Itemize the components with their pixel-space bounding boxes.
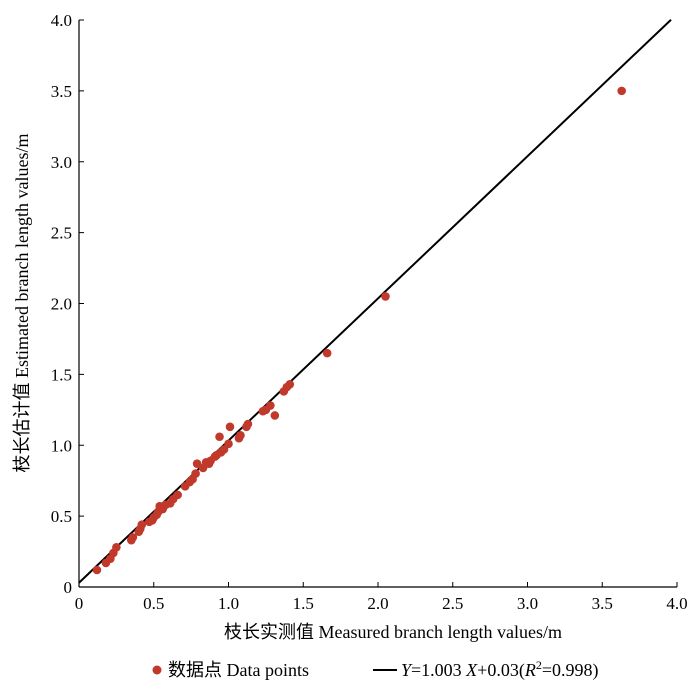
legend-line-label: Y=1.003 X+0.03(R2=0.998) <box>401 658 598 681</box>
data-point <box>243 419 253 429</box>
x-tick-label: 4.0 <box>666 594 687 613</box>
data-point <box>617 86 626 96</box>
data-point <box>112 543 121 552</box>
y-tick-label: 2.5 <box>51 224 72 243</box>
x-tick-label: 3.0 <box>517 594 538 613</box>
y-axis-label: 枝长估计值 Estimated branch length values/m <box>12 134 32 473</box>
data-point <box>322 348 332 358</box>
x-tick-label: 3.5 <box>592 594 613 613</box>
data-point <box>266 401 275 410</box>
y-tick-label: 0.5 <box>51 507 72 526</box>
y-tick-label: 3.5 <box>51 82 72 101</box>
x-tick-label: 0 <box>75 594 84 613</box>
data-point <box>381 292 390 301</box>
legend-point-marker <box>152 665 162 675</box>
y-tick-label: 1.0 <box>51 436 72 455</box>
y-tick-label: 4.0 <box>51 11 72 30</box>
x-tick-label: 1.0 <box>218 594 239 613</box>
data-point <box>270 411 280 420</box>
x-axis-label: 枝长实测值 Measured branch length values/m <box>224 622 562 642</box>
y-tick-label: 3.0 <box>51 153 72 172</box>
x-tick-label: 2.5 <box>442 594 463 613</box>
data-point <box>192 459 202 468</box>
y-tick-label: 0 <box>64 578 73 597</box>
data-point <box>191 469 200 478</box>
legend: 数据点 Data points Y=1.003 X+0.03(R2=0.998) <box>152 658 598 681</box>
data-point <box>92 565 102 575</box>
fit-line-group <box>78 19 672 584</box>
data-point <box>224 439 233 449</box>
x-axis-ticks: 0 0.5 1.0 1.5 2.0 2.5 3.0 3.5 4.0 <box>75 582 688 613</box>
y-axis-ticks: 0 0.5 1.0 1.5 2.0 2.5 3.0 3.5 4.0 <box>51 11 84 597</box>
x-tick-label: 0.5 <box>143 594 164 613</box>
data-point <box>285 379 295 389</box>
x-tick-label: 1.5 <box>293 594 314 613</box>
data-point <box>215 432 224 442</box>
fit-line <box>78 19 672 584</box>
data-point <box>225 422 235 432</box>
data-points <box>92 86 626 575</box>
y-tick-label: 2.0 <box>51 295 72 314</box>
legend-points-label: 数据点 Data points <box>168 660 309 680</box>
x-tick-label: 2.0 <box>367 594 388 613</box>
data-point <box>128 533 138 542</box>
data-point <box>236 431 245 440</box>
data-point <box>137 520 147 529</box>
data-point <box>173 490 182 500</box>
y-tick-label: 1.5 <box>51 365 72 384</box>
